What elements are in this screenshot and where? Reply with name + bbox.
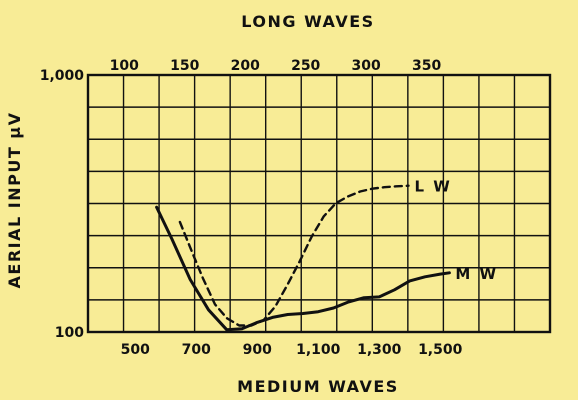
y-tick-label: 1,000	[40, 68, 85, 84]
top-axis-title: LONG WAVES	[241, 12, 374, 31]
y-tick-labels: 100 1,000	[40, 68, 85, 341]
top-tick-label: 350	[412, 58, 441, 74]
series-line-lw	[178, 184, 410, 327]
bottom-tick-label: 500	[121, 342, 150, 358]
top-tick-label: 100	[110, 58, 139, 74]
top-tick-labels: 100 150 200 250 300 350	[110, 58, 442, 74]
y-axis-title: AERIAL INPUT μV	[5, 112, 24, 289]
bottom-axis-title: MEDIUM WAVES	[237, 377, 399, 396]
grid	[88, 75, 550, 332]
series-line-mw	[155, 205, 451, 332]
series-label-lw: L W	[414, 178, 451, 196]
y-tick-label: 100	[55, 325, 84, 341]
plot-frame	[86, 73, 552, 334]
plot-border	[86, 73, 552, 334]
series-label-mw: M W	[455, 265, 498, 283]
top-tick-label: 250	[291, 58, 320, 74]
top-tick-label: 200	[231, 58, 260, 74]
top-tick-label: 300	[352, 58, 381, 74]
series-group: M W L W	[155, 178, 498, 332]
bottom-tick-labels: 500 700 900 1,100 1,300 1,500	[121, 342, 463, 358]
bottom-tick-label: 1,100	[296, 342, 341, 358]
top-tick-label: 150	[170, 58, 199, 74]
bottom-tick-label: 900	[243, 342, 272, 358]
bottom-tick-label: 700	[182, 342, 211, 358]
bottom-tick-label: 1,300	[357, 342, 402, 358]
bottom-tick-label: 1,500	[418, 342, 463, 358]
